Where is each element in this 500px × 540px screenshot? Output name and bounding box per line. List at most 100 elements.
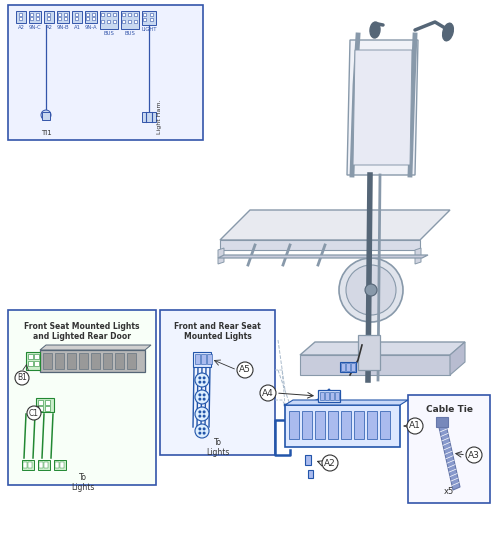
Bar bbox=[28, 361, 33, 366]
Bar bbox=[44, 462, 48, 468]
Polygon shape bbox=[347, 40, 418, 175]
Bar bbox=[85, 11, 97, 23]
Bar bbox=[113, 12, 116, 16]
Bar bbox=[55, 353, 64, 369]
Bar bbox=[103, 353, 112, 369]
Bar bbox=[30, 12, 33, 16]
Bar bbox=[367, 411, 377, 439]
Bar bbox=[16, 11, 26, 23]
Text: x5: x5 bbox=[444, 487, 454, 496]
Bar bbox=[64, 17, 67, 19]
Bar bbox=[193, 352, 211, 367]
Bar bbox=[64, 12, 67, 16]
Polygon shape bbox=[285, 400, 408, 405]
Bar bbox=[289, 411, 299, 439]
Bar bbox=[308, 470, 313, 478]
Bar bbox=[328, 411, 338, 439]
Bar bbox=[101, 19, 104, 23]
Polygon shape bbox=[218, 255, 428, 258]
Bar bbox=[8, 5, 203, 140]
Text: A5: A5 bbox=[239, 366, 251, 375]
Ellipse shape bbox=[442, 23, 454, 41]
Polygon shape bbox=[438, 420, 460, 490]
Circle shape bbox=[202, 415, 205, 417]
Bar bbox=[79, 353, 88, 369]
Bar bbox=[40, 350, 145, 372]
Bar bbox=[346, 363, 350, 371]
Circle shape bbox=[260, 385, 276, 401]
Bar bbox=[107, 12, 110, 16]
Bar bbox=[340, 362, 356, 372]
Text: BUS: BUS bbox=[104, 31, 115, 36]
Bar bbox=[19, 12, 22, 16]
Bar bbox=[408, 395, 490, 503]
Text: To
Lights: To Lights bbox=[206, 438, 229, 457]
Bar bbox=[72, 11, 82, 23]
Bar bbox=[107, 19, 110, 23]
Text: A1: A1 bbox=[409, 422, 421, 430]
Text: Mounted Lights: Mounted Lights bbox=[184, 332, 252, 341]
Bar bbox=[207, 354, 212, 364]
Bar bbox=[8, 310, 156, 485]
Bar bbox=[36, 398, 54, 412]
Bar bbox=[320, 392, 324, 400]
Polygon shape bbox=[220, 240, 420, 250]
Polygon shape bbox=[40, 345, 151, 350]
Bar bbox=[315, 411, 325, 439]
Bar bbox=[134, 19, 137, 23]
Bar bbox=[54, 460, 66, 470]
Bar bbox=[325, 392, 329, 400]
Circle shape bbox=[27, 406, 41, 420]
Bar bbox=[42, 112, 50, 120]
Circle shape bbox=[41, 110, 51, 120]
Bar bbox=[38, 406, 43, 411]
Bar bbox=[34, 361, 39, 366]
Text: and Lighted Rear Door: and Lighted Rear Door bbox=[33, 332, 131, 341]
Bar bbox=[86, 17, 89, 19]
Bar bbox=[29, 11, 41, 23]
Circle shape bbox=[407, 418, 423, 434]
Bar bbox=[150, 12, 154, 16]
Circle shape bbox=[339, 258, 403, 322]
Text: C1: C1 bbox=[29, 408, 39, 417]
Text: LIGHT: LIGHT bbox=[142, 27, 157, 32]
Bar bbox=[30, 17, 33, 19]
Circle shape bbox=[237, 362, 253, 378]
Bar bbox=[341, 363, 345, 371]
Bar bbox=[302, 411, 312, 439]
Bar bbox=[19, 17, 22, 19]
Bar bbox=[36, 17, 39, 19]
Bar bbox=[318, 390, 340, 402]
Text: 9N-B: 9N-B bbox=[56, 25, 70, 30]
Bar bbox=[36, 12, 39, 16]
Text: BUS: BUS bbox=[124, 31, 136, 36]
Bar bbox=[44, 11, 54, 23]
Bar bbox=[115, 353, 124, 369]
Bar bbox=[330, 392, 334, 400]
Bar bbox=[305, 455, 311, 465]
Text: Front Seat Mounted Lights: Front Seat Mounted Lights bbox=[24, 322, 140, 331]
Bar bbox=[58, 17, 61, 19]
Polygon shape bbox=[220, 210, 450, 240]
Bar bbox=[28, 462, 32, 468]
Circle shape bbox=[322, 455, 338, 471]
Bar bbox=[34, 354, 39, 359]
Circle shape bbox=[198, 381, 202, 383]
Bar bbox=[86, 12, 89, 16]
Bar bbox=[75, 17, 78, 19]
Bar bbox=[92, 12, 95, 16]
Bar bbox=[58, 12, 61, 16]
Bar bbox=[55, 462, 59, 468]
Bar bbox=[380, 411, 390, 439]
Circle shape bbox=[365, 284, 377, 296]
Bar bbox=[43, 353, 52, 369]
Text: Cable Tie: Cable Tie bbox=[426, 405, 472, 414]
Bar bbox=[100, 11, 118, 29]
Polygon shape bbox=[353, 50, 412, 165]
Text: A1: A1 bbox=[74, 25, 80, 30]
Bar bbox=[436, 417, 448, 427]
Bar bbox=[351, 363, 355, 371]
Bar bbox=[201, 354, 206, 364]
Bar bbox=[67, 353, 76, 369]
Bar bbox=[47, 12, 50, 16]
